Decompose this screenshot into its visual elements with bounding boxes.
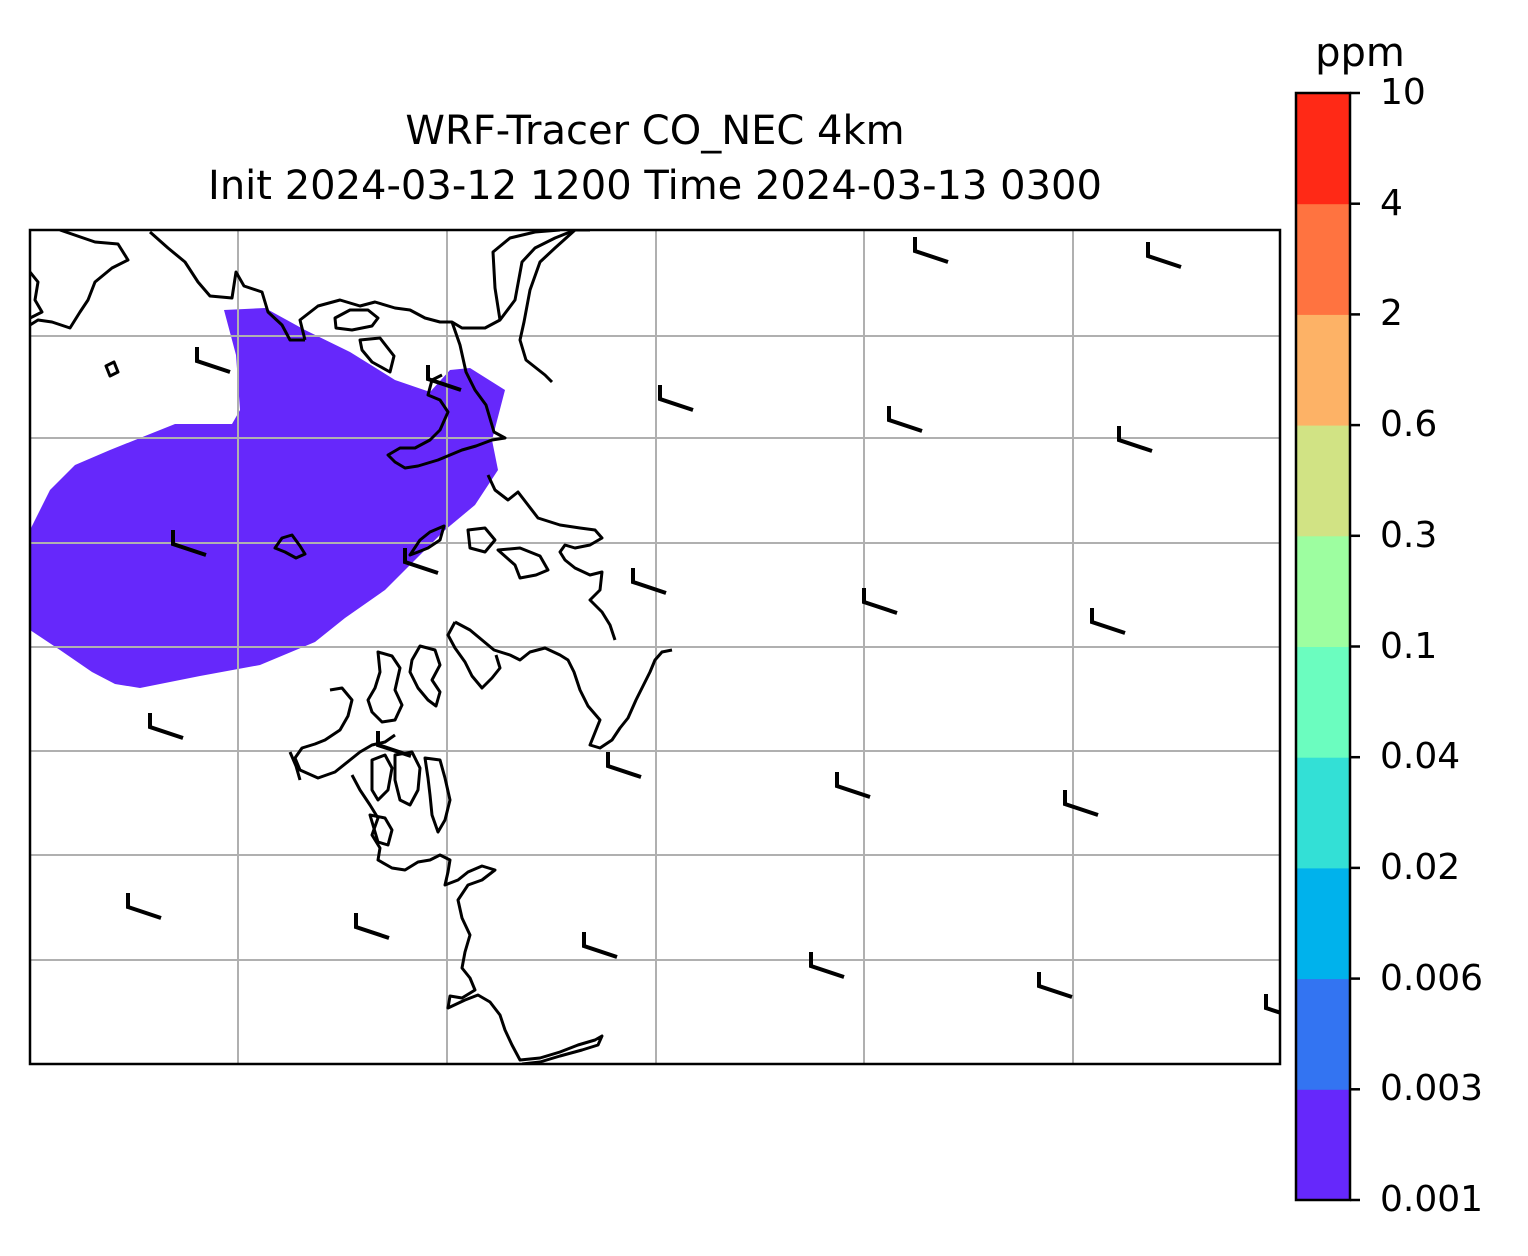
wind-barb: [631, 568, 667, 595]
colorbar-tick-label: 0.04: [1380, 736, 1461, 778]
wind-barbs: [126, 237, 1280, 1015]
colorbar-bin: [1296, 646, 1350, 758]
wind-barb: [606, 752, 642, 779]
colorbar-tick-label: 0.02: [1380, 846, 1461, 888]
colorbar-bin: [1296, 757, 1350, 869]
colorbar-bin: [1296, 978, 1350, 1090]
wind-barb: [403, 548, 439, 575]
colorbar-bin: [1296, 1089, 1350, 1201]
colorbar-bin: [1296, 867, 1350, 980]
wind-barb: [376, 731, 412, 758]
colorbar-tick-label: 10: [1380, 72, 1426, 113]
colorbar-bin: [1296, 93, 1350, 205]
colorbar-tick-label: 0.006: [1380, 957, 1484, 999]
gridlines: [30, 230, 1280, 1064]
colorbar-unit: ppm: [1315, 30, 1405, 76]
wind-barb: [1063, 790, 1099, 817]
figure-title-line1: WRF-Tracer CO_NEC 4km: [405, 108, 905, 154]
colorbar-tick-label: 0.1: [1380, 625, 1438, 667]
wind-barb: [582, 932, 618, 959]
wind-barb: [1264, 994, 1280, 1015]
wind-barb: [1117, 426, 1153, 453]
tracer-plume: [30, 308, 505, 688]
wind-barb: [1146, 242, 1182, 269]
colorbar-tick-label: 0.003: [1380, 1068, 1484, 1110]
wind-barb: [835, 772, 871, 799]
map-frame: [28, 228, 1282, 1066]
wind-barb: [1037, 972, 1073, 999]
colorbar-tick-label: 0.6: [1380, 404, 1438, 446]
colorbar-tick-label: 0.3: [1380, 514, 1438, 556]
colorbar: [1294, 91, 1360, 1202]
colorbar-tick-label: 0.001: [1380, 1179, 1484, 1220]
colorbar-tick-label: 4: [1380, 182, 1403, 224]
wind-barb: [862, 588, 898, 615]
wind-barb: [195, 347, 231, 374]
wind-barb: [913, 237, 949, 264]
wind-barb: [126, 893, 162, 920]
colorbar-bin: [1296, 425, 1350, 537]
coastlines: [30, 230, 673, 1064]
wind-barb: [809, 952, 845, 979]
colorbar-tick-label: 2: [1380, 293, 1403, 335]
wind-barb: [171, 530, 207, 557]
colorbar-bin: [1296, 314, 1350, 426]
figure-title-line2: Init 2024-03-12 1200 Time 2024-03-13 030…: [208, 163, 1102, 209]
wind-barb: [426, 365, 462, 392]
colorbar-bin: [1296, 203, 1350, 315]
colorbar-bin: [1296, 535, 1350, 647]
wind-barb: [148, 713, 184, 740]
wind-barb: [658, 385, 694, 412]
wind-barb: [354, 913, 390, 940]
wind-barb: [887, 406, 923, 433]
wind-barb: [1090, 608, 1126, 635]
